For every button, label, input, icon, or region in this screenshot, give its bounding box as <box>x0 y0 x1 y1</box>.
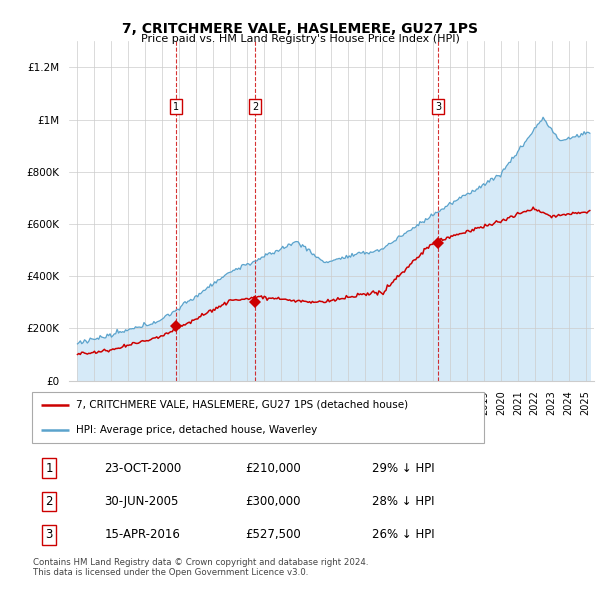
Text: 7, CRITCHMERE VALE, HASLEMERE, GU27 1PS (detached house): 7, CRITCHMERE VALE, HASLEMERE, GU27 1PS … <box>76 399 408 409</box>
Text: £210,000: £210,000 <box>245 461 301 474</box>
FancyBboxPatch shape <box>32 392 484 442</box>
Text: 28% ↓ HPI: 28% ↓ HPI <box>372 495 435 508</box>
Text: 15-APR-2016: 15-APR-2016 <box>104 529 181 542</box>
Text: 26% ↓ HPI: 26% ↓ HPI <box>372 529 435 542</box>
Text: 29% ↓ HPI: 29% ↓ HPI <box>372 461 435 474</box>
Text: HPI: Average price, detached house, Waverley: HPI: Average price, detached house, Wave… <box>76 425 317 435</box>
Text: 1: 1 <box>46 461 53 474</box>
Text: 7, CRITCHMERE VALE, HASLEMERE, GU27 1PS: 7, CRITCHMERE VALE, HASLEMERE, GU27 1PS <box>122 22 478 37</box>
Text: Contains HM Land Registry data © Crown copyright and database right 2024.
This d: Contains HM Land Registry data © Crown c… <box>33 558 368 577</box>
Text: 30-JUN-2005: 30-JUN-2005 <box>104 495 179 508</box>
Text: Price paid vs. HM Land Registry's House Price Index (HPI): Price paid vs. HM Land Registry's House … <box>140 34 460 44</box>
Text: 2: 2 <box>252 101 259 112</box>
Text: 3: 3 <box>46 529 53 542</box>
Text: £527,500: £527,500 <box>245 529 301 542</box>
Text: £300,000: £300,000 <box>245 495 301 508</box>
Text: 2: 2 <box>46 495 53 508</box>
Text: 1: 1 <box>173 101 179 112</box>
Text: 23-OCT-2000: 23-OCT-2000 <box>104 461 182 474</box>
Text: 3: 3 <box>435 101 441 112</box>
